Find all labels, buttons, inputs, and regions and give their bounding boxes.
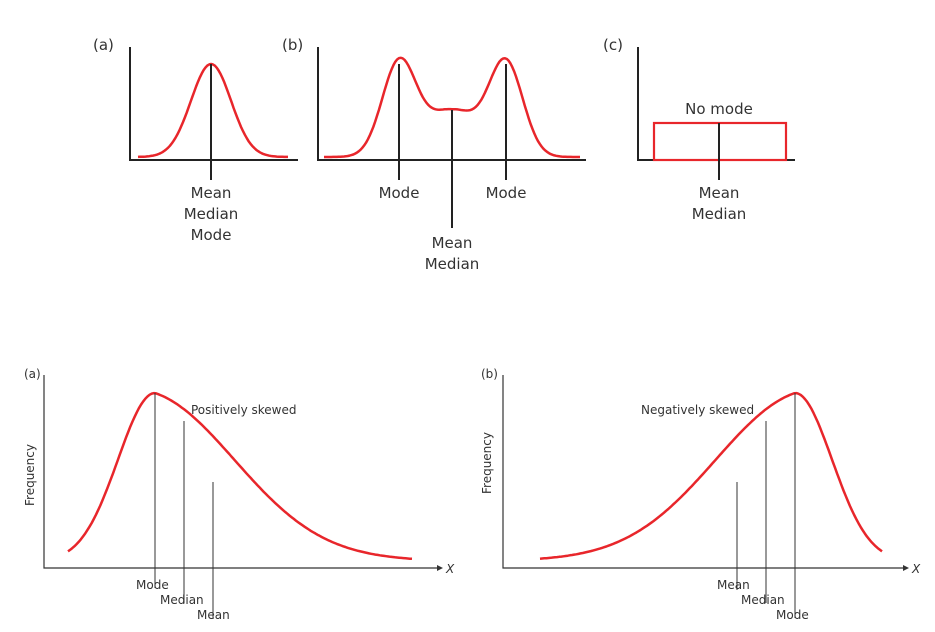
bottom-a-label-mean: Mean xyxy=(197,608,230,622)
top-panel-b: (b) Mode Mode Mean Median xyxy=(282,36,586,273)
bottom-b-label-mode: Mode xyxy=(776,608,809,622)
bottom-b-axes xyxy=(502,375,903,569)
top-b-axes xyxy=(317,47,586,161)
top-c-caption: No mode xyxy=(685,100,753,118)
bottom-a-axes xyxy=(43,375,437,569)
top-b-label-median: Median xyxy=(425,255,480,273)
bottom-b-caption: Negatively skewed xyxy=(641,403,754,417)
bottom-a-caption: Positively skewed xyxy=(191,403,296,417)
bottom-a-label-median: Median xyxy=(160,593,204,607)
bottom-a-curve xyxy=(67,391,413,561)
bottom-b-xlabel: X xyxy=(911,562,921,576)
bottom-a-ylabel: Frequency xyxy=(23,444,37,506)
bottom-b-curve xyxy=(539,391,883,560)
top-a-label-mode: Mode xyxy=(191,226,232,244)
top-b-label-mean: Mean xyxy=(432,234,473,252)
top-c-label-median: Median xyxy=(692,205,747,223)
bottom-a-label-mode: Mode xyxy=(136,578,169,592)
bottom-a-xlabel: X xyxy=(445,562,455,576)
top-b-tag: (b) xyxy=(282,36,303,54)
top-a-label-median: Median xyxy=(184,205,239,223)
bottom-b-tag: (b) xyxy=(481,367,498,381)
top-panel-a: (a) Mean Median Mode xyxy=(93,36,298,244)
bottom-b-ylabel: Frequency xyxy=(480,432,494,494)
top-c-label-mean: Mean xyxy=(699,184,740,202)
bottom-b-x-arrow xyxy=(903,565,909,571)
top-panel-c: (c) No mode Mean Median xyxy=(603,36,795,223)
top-b-label-mode-left: Mode xyxy=(379,184,420,202)
bottom-panel-b: (b) X Frequency Negatively skewed Mean M… xyxy=(480,367,921,622)
top-b-curve xyxy=(324,56,580,159)
bottom-b-label-median: Median xyxy=(741,593,785,607)
top-a-axes xyxy=(129,47,298,161)
top-b-label-mode-right: Mode xyxy=(486,184,527,202)
top-a-label-mean: Mean xyxy=(191,184,232,202)
bottom-a-tag: (a) xyxy=(24,367,41,381)
top-a-tag: (a) xyxy=(93,36,114,54)
top-c-tag: (c) xyxy=(603,36,623,54)
bottom-b-label-mean: Mean xyxy=(717,578,750,592)
bottom-panel-a: (a) X Frequency Positively skewed Mode M… xyxy=(23,367,455,622)
top-a-curve xyxy=(137,62,288,159)
bottom-a-x-arrow xyxy=(437,565,443,571)
